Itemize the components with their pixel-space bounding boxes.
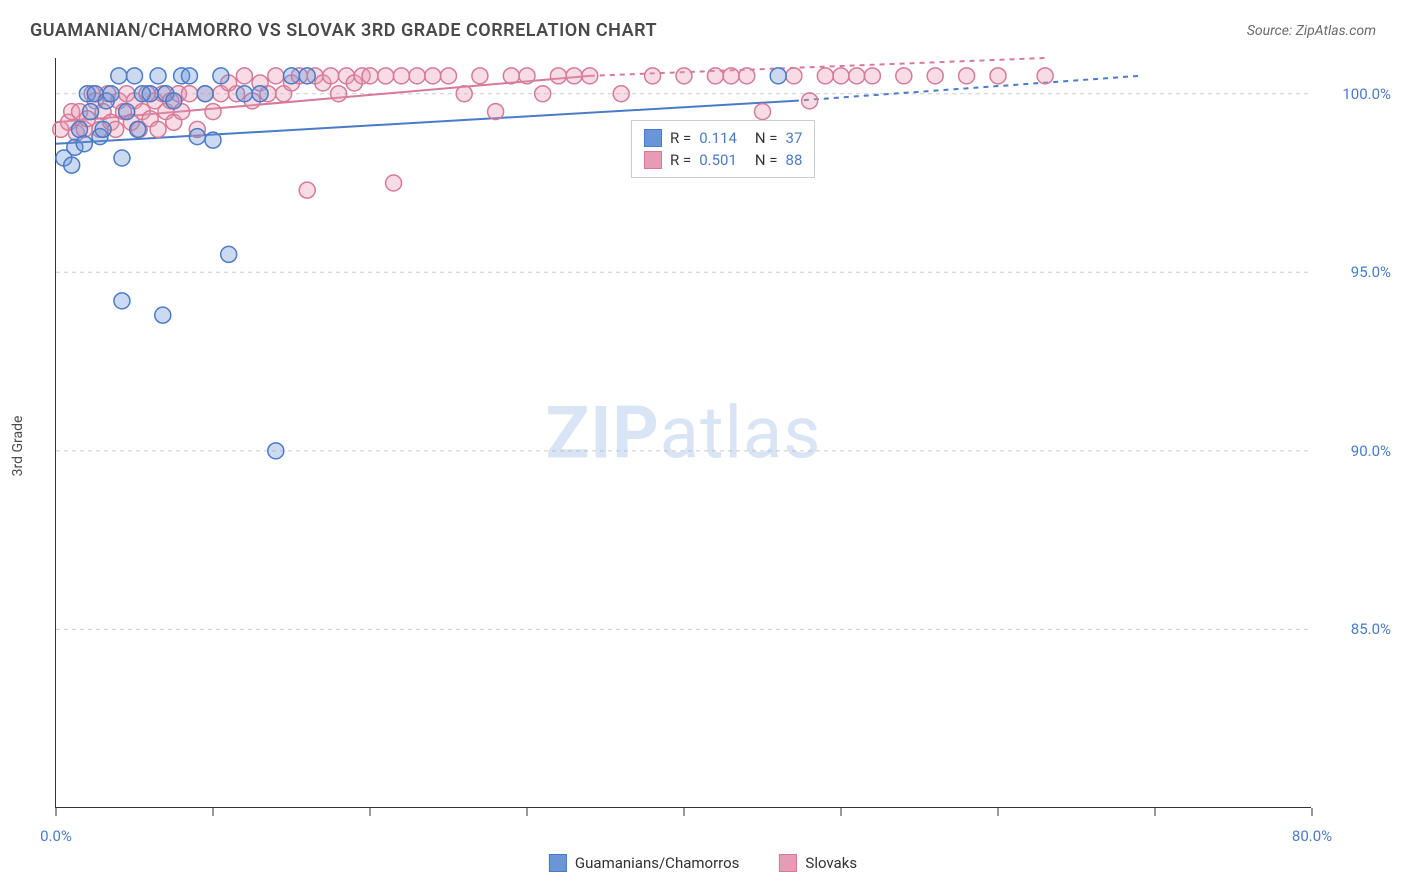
y-tick-label: 85.0% — [1351, 620, 1391, 638]
legend-label-series2: Slovaks — [805, 854, 857, 872]
r-value-1: 0.114 — [699, 129, 737, 147]
swatch-bottom-series2 — [779, 854, 797, 872]
stats-row-series2: R = 0.501 N = 88 — [644, 149, 802, 171]
r-prefix: R = — [670, 129, 691, 147]
chart-title: GUAMANIAN/CHAMORRO VS SLOVAK 3RD GRADE C… — [30, 20, 657, 41]
swatch-series2 — [644, 151, 662, 169]
n-prefix: N = — [755, 129, 778, 147]
x-tick-label: 0.0% — [40, 827, 72, 845]
legend-label-series1: Guamanians/Chamorros — [575, 854, 739, 872]
source-attribution: Source: ZipAtlas.com — [1247, 23, 1376, 39]
y-tick-label: 90.0% — [1351, 442, 1391, 460]
n-prefix-2: N = — [755, 151, 778, 169]
legend-item-series1: Guamanians/Chamorros — [549, 854, 739, 872]
stats-legend-box: R = 0.114 N = 37 R = 0.501 N = 88 — [631, 120, 815, 178]
r-prefix-2: R = — [670, 151, 691, 169]
r-value-2: 0.501 — [699, 151, 737, 169]
x-tick-label: 80.0% — [1292, 827, 1332, 845]
n-value-2: 88 — [786, 151, 803, 169]
y-tick-label: 95.0% — [1351, 263, 1391, 281]
swatch-series1 — [644, 129, 662, 147]
chart-container: ZIPatlas 85.0%90.0%95.0%100.0% 0.0%80.0%… — [55, 58, 1311, 808]
y-axis-label: 3rd Grade — [10, 416, 26, 477]
swatch-bottom-series1 — [549, 854, 567, 872]
y-tick-label: 100.0% — [1342, 85, 1391, 103]
legend-item-series2: Slovaks — [779, 854, 857, 872]
bottom-legend: Guamanians/Chamorros Slovaks — [549, 854, 857, 872]
n-value-1: 37 — [786, 129, 803, 147]
stats-row-series1: R = 0.114 N = 37 — [644, 127, 802, 149]
